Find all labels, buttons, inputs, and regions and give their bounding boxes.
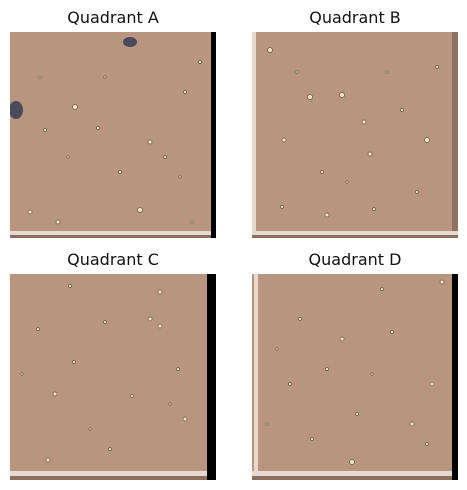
particles-c	[20, 284, 188, 463]
micrograph-c-svg	[10, 274, 216, 480]
particles-b	[267, 47, 439, 218]
micrograph-b-svg	[252, 32, 458, 238]
panel-title-c: Quadrant C	[67, 250, 159, 269]
panel-title-a: Quadrant A	[67, 8, 159, 27]
particles-a	[27, 60, 202, 225]
micrograph-c	[10, 274, 216, 480]
micrograph-a-svg	[10, 32, 216, 238]
panel-quadrant-c: Quadrant C	[10, 242, 216, 482]
micrograph-b	[252, 32, 458, 238]
panel-title-d: Quadrant D	[308, 250, 402, 269]
panel-quadrant-b: Quadrant B	[252, 0, 458, 240]
micrograph-a	[10, 32, 216, 238]
panel-quadrant-a: Quadrant A	[10, 0, 216, 240]
particles-d	[265, 279, 445, 465]
micrograph-d-svg	[252, 274, 458, 480]
panel-title-b: Quadrant B	[309, 8, 401, 27]
panel-quadrant-d: Quadrant D	[252, 242, 458, 482]
micrograph-d	[252, 274, 458, 480]
